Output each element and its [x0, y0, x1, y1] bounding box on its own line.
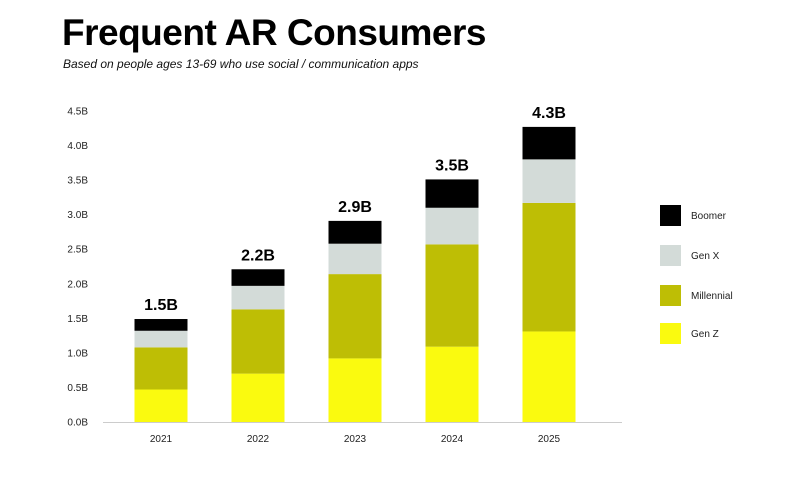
- total-label-2025: 4.3B: [532, 105, 566, 122]
- x-tick-label: 2024: [441, 434, 464, 445]
- legend-swatch-boomer: [660, 205, 681, 226]
- x-tick-label: 2022: [247, 434, 270, 445]
- bar-millennial-2025: [522, 202, 576, 332]
- chart-subtitle: Based on people ages 13-69 who use socia…: [63, 57, 419, 71]
- bar-millennial-2024: [425, 244, 479, 347]
- bar-gen-x-2024: [425, 207, 479, 245]
- y-tick-label: 1.0B: [67, 348, 88, 359]
- total-label-2024: 3.5B: [435, 157, 469, 174]
- bar-gen-z-2024: [425, 346, 479, 422]
- bar-gen-z-2023: [328, 358, 382, 422]
- total-label-2023: 2.9B: [338, 199, 372, 216]
- y-tick-label: 0.5B: [67, 383, 88, 394]
- legend-swatch-gen-x: [660, 245, 681, 266]
- legend-swatch-millennial: [660, 285, 681, 306]
- bar-boomer-2024: [425, 179, 479, 208]
- bar-boomer-2023: [328, 220, 382, 244]
- legend-label: Boomer: [691, 211, 727, 222]
- legend-label: Gen X: [691, 251, 720, 262]
- bar-boomer-2025: [522, 126, 576, 160]
- y-tick-label: 1.5B: [67, 314, 88, 325]
- y-tick-label: 2.5B: [67, 245, 88, 256]
- bar-gen-z-2021: [134, 389, 188, 422]
- bar-boomer-2021: [134, 319, 188, 331]
- x-tick-label: 2023: [344, 434, 367, 445]
- legend-label: Gen Z: [691, 329, 719, 340]
- bar-gen-x-2025: [522, 159, 576, 203]
- y-tick-label: 2.0B: [67, 279, 88, 290]
- y-tick-label: 0.0B: [67, 418, 88, 429]
- y-tick-label: 3.0B: [67, 210, 88, 221]
- total-label-2021: 1.5B: [144, 297, 178, 314]
- bar-boomer-2022: [231, 269, 285, 286]
- legend-label: Millennial: [691, 291, 733, 302]
- bar-millennial-2023: [328, 274, 382, 359]
- y-tick-label: 4.0B: [67, 141, 88, 152]
- legend-swatch-gen-z: [660, 323, 681, 344]
- bar-gen-z-2025: [522, 331, 576, 422]
- x-tick-label: 2021: [150, 434, 173, 445]
- bar-gen-x-2023: [328, 243, 382, 275]
- y-tick-label: 4.5B: [67, 107, 88, 118]
- x-tick-label: 2025: [538, 434, 561, 445]
- total-label-2022: 2.2B: [241, 247, 275, 264]
- bar-gen-x-2022: [231, 285, 285, 310]
- chart-title: Frequent AR Consumers: [62, 12, 486, 53]
- bar-gen-z-2022: [231, 373, 285, 422]
- y-tick-label: 3.5B: [67, 176, 88, 187]
- bar-millennial-2021: [134, 347, 188, 390]
- bar-gen-x-2021: [134, 330, 188, 348]
- bar-millennial-2022: [231, 309, 285, 374]
